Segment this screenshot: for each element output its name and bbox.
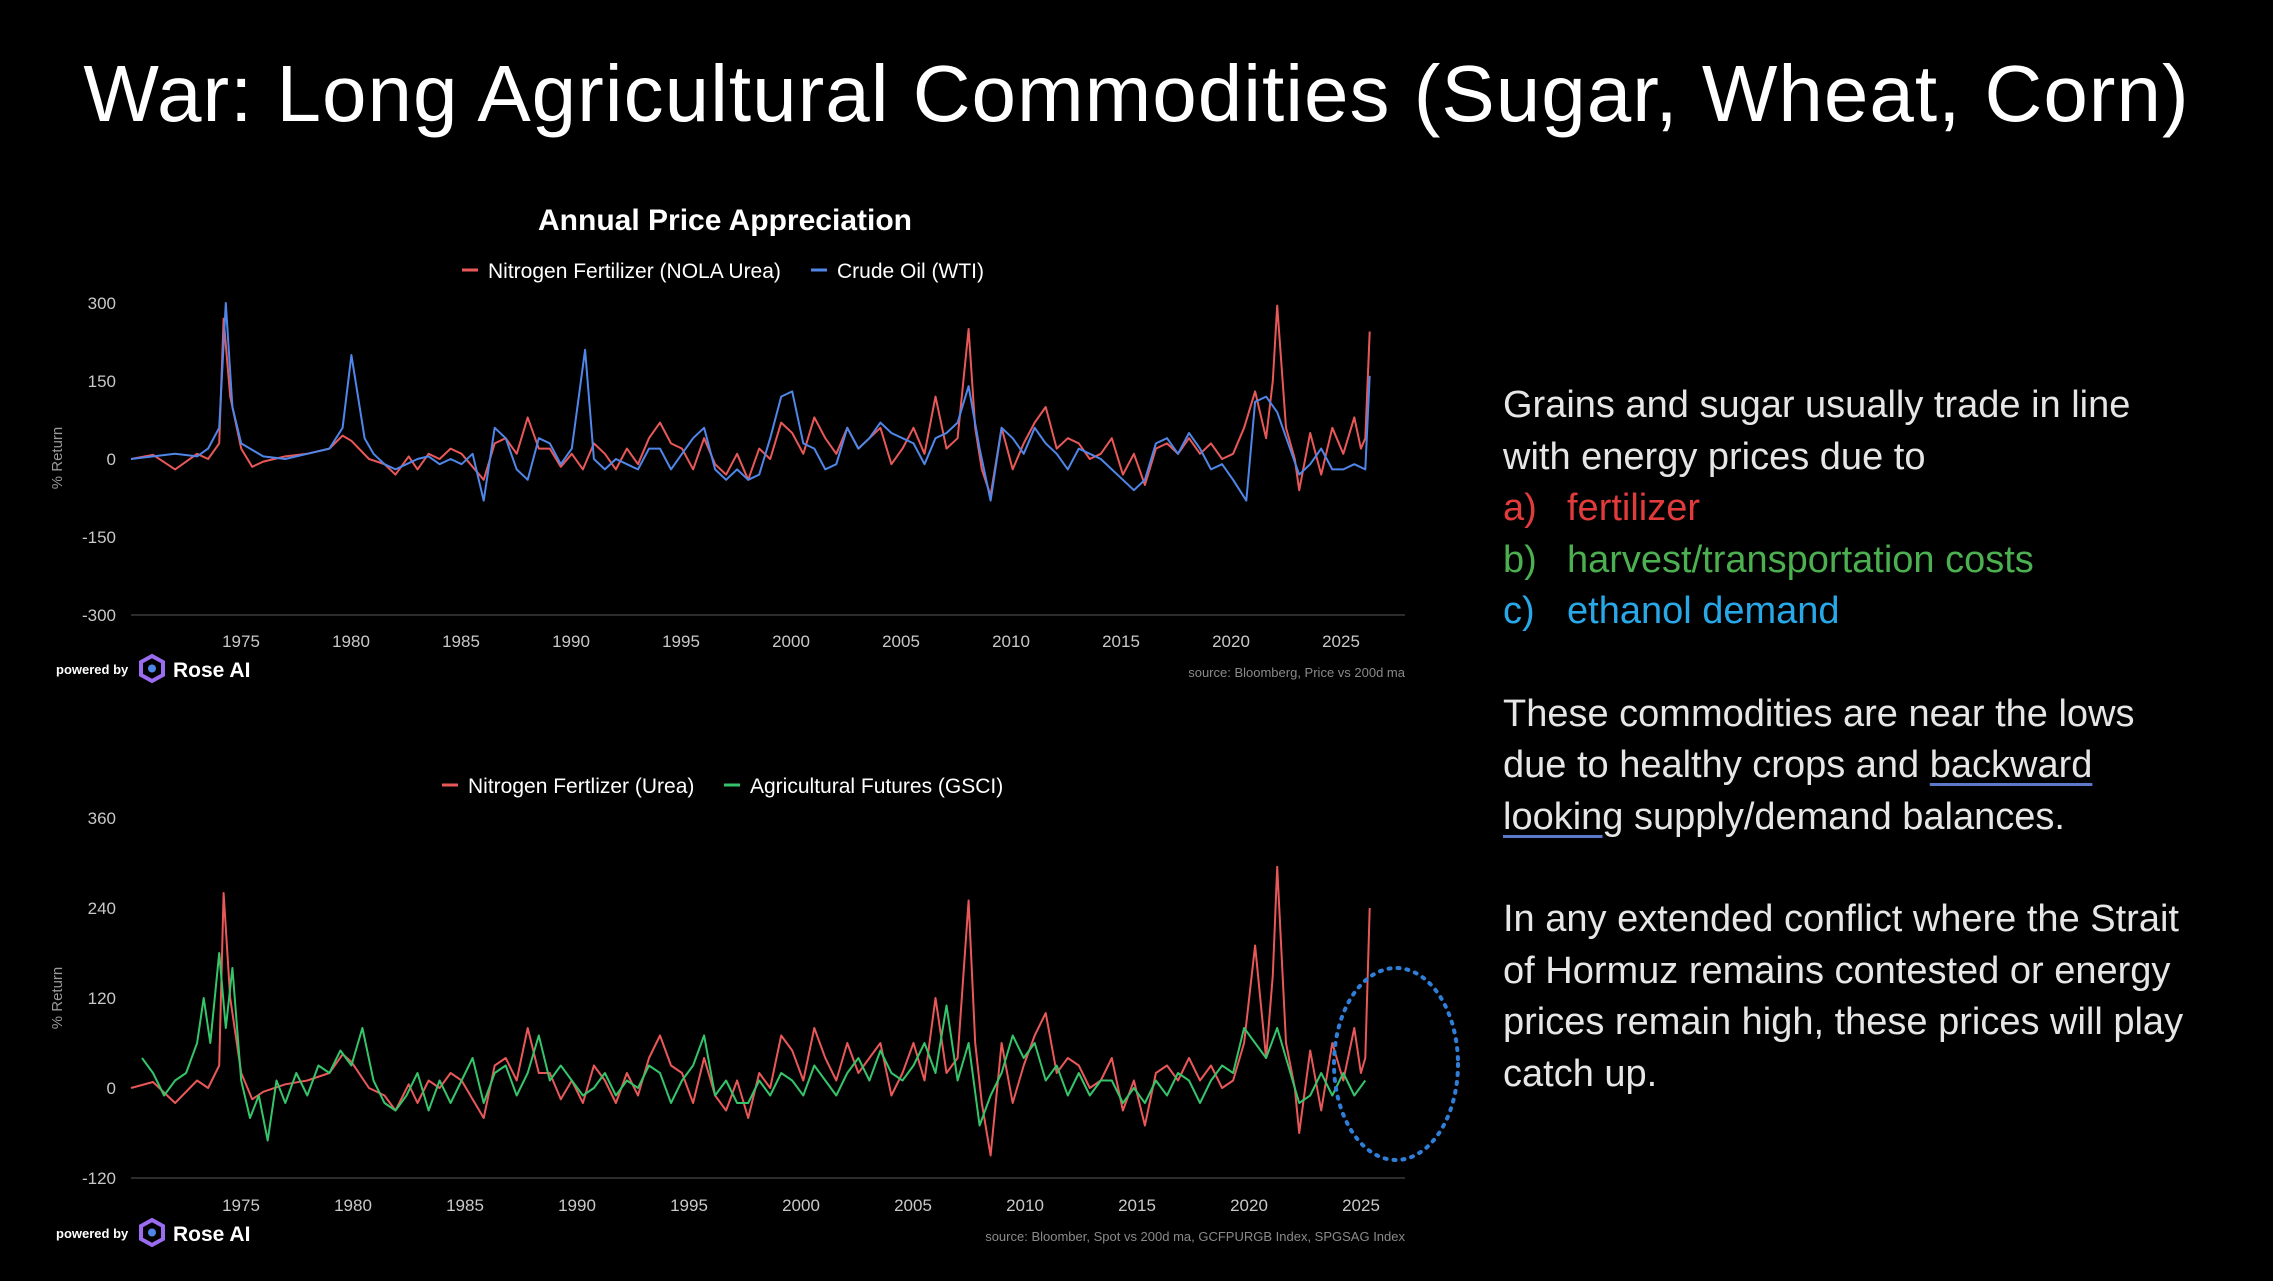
commentary-line: looking supply/demand balances. — [1503, 792, 2263, 844]
commentary-line: prices remain high, these prices will pl… — [1503, 1001, 2184, 1043]
chart-1-x-tick: 2000 — [772, 632, 810, 651]
commentary-fragment: due to healthy crops and — [1503, 744, 1930, 786]
commentary-line: In any extended conflict where the Strai… — [1503, 898, 2179, 940]
paragraph-gap — [1503, 843, 2263, 894]
chart-2-x-tick: 1985 — [446, 1196, 484, 1215]
rose-ai-hexagon-icon-core — [148, 664, 156, 673]
reason-text: fertilizer — [1567, 487, 1701, 529]
chart-1-x-tick: 2005 — [882, 632, 920, 651]
chart-1-title: Annual Price Appreciation — [538, 204, 912, 237]
chart-1-plot-area — [130, 302, 1371, 502]
charts-canvas: Annual Price Appreciation Nitrogen Ferti… — [49, 204, 1460, 1248]
chart-2-legend-label-ag: Agricultural Futures (GSCI) — [750, 775, 1003, 798]
reason-item-fertilizer: a) fertilizer — [1503, 483, 2263, 535]
chart-1-y-ticks: 300 150 0 -150 -300 — [82, 294, 116, 625]
commentary-line: Grains and sugar usually trade in line — [1503, 384, 2131, 426]
chart-2-y-ticks: 360 240 120 0 -120 — [82, 809, 116, 1188]
chart-1-legend-label-fertilizer: Nitrogen Fertilizer (NOLA Urea) — [488, 260, 781, 283]
chart-2-x-tick: 2020 — [1230, 1196, 1268, 1215]
chart-2-brand-name: Rose AI — [173, 1223, 250, 1246]
chart-2-x-tick: 1975 — [222, 1196, 260, 1215]
chart-1-x-tick: 2015 — [1102, 632, 1140, 651]
chart-2-x-tick: 1990 — [558, 1196, 596, 1215]
reason-text: harvest/transportation costs — [1567, 538, 2034, 581]
chart-2-x-tick: 2025 — [1342, 1196, 1380, 1215]
commentary-line: These commodities are near the lows — [1503, 692, 2135, 735]
chart-2-y-tick: 360 — [88, 809, 116, 828]
chart-1-branding: powered by Rose AI — [56, 653, 250, 684]
chart-2-source: source: Bloomber, Spot vs 200d ma, GCFPU… — [985, 1229, 1405, 1244]
reason-letter: c) — [1503, 590, 1535, 632]
chart-1-x-tick: 1980 — [332, 632, 370, 651]
chart-1-legend[interactable]: Nitrogen Fertilizer (NOLA Urea) Crude Oi… — [462, 260, 984, 283]
chart-2-y-tick: 0 — [107, 1079, 116, 1098]
chart-1-y-axis-label: % Return — [49, 427, 66, 490]
chart-1-series-line-fertilizer — [130, 304, 1371, 497]
chart-2-branding: powered by Rose AI — [56, 1217, 250, 1248]
chart-1-y-tick: -300 — [82, 606, 116, 625]
commentary-line: of Hormuz remains contested or energy — [1503, 949, 2171, 992]
chart-1-series-line-oil — [130, 302, 1371, 502]
chart-2-y-axis-label: % Return — [49, 967, 66, 1030]
chart-1-y-tick: 300 — [88, 294, 116, 313]
chart-1-y-tick: -150 — [82, 528, 116, 547]
chart-1-source: source: Bloomberg, Price vs 200d ma — [1188, 665, 1406, 680]
commentary-line: catch up. — [1503, 1052, 1658, 1095]
chart-1-x-tick: 1995 — [662, 632, 700, 651]
chart-2-legend[interactable]: Nitrogen Fertlizer (Urea) Agricultural F… — [442, 775, 1003, 798]
chart-1-brand-name: Rose AI — [173, 659, 250, 682]
paragraph-gap — [1503, 638, 2263, 689]
chart-2-legend-label-fertilizer: Nitrogen Fertlizer (Urea) — [468, 775, 694, 798]
chart-1-x-tick: 2010 — [992, 632, 1030, 651]
chart-2-x-tick: 2005 — [894, 1196, 932, 1215]
chart-1-y-tick: 150 — [88, 372, 116, 391]
chart-1-x-ticks: 1975 1980 1985 1990 1995 2000 2005 2010 … — [222, 632, 1360, 651]
reason-letter: b) — [1503, 538, 1537, 581]
chart-2-x-tick: 2015 — [1118, 1196, 1156, 1215]
underlined-term: backward — [1929, 744, 2093, 786]
reason-text: ethanol demand — [1567, 590, 1840, 632]
reason-item-harvest: b) harvest/transportation costs — [1503, 535, 2263, 587]
chart-2-series-line-fertilizer — [130, 865, 1371, 1157]
chart-2-plot-area — [130, 865, 1371, 1157]
chart-2-y-tick: 240 — [88, 899, 116, 918]
chart-2-powered-by: powered by — [56, 1226, 129, 1241]
commentary-fragment: supply/demand balances. — [1623, 795, 2065, 838]
chart-1-y-tick: 0 — [107, 450, 116, 469]
chart-1: Annual Price Appreciation Nitrogen Ferti… — [49, 204, 1406, 684]
chart-1-x-tick: 1990 — [552, 632, 590, 651]
commentary-panel: Grains and sugar usually trade in line w… — [1503, 380, 2263, 1100]
chart-2-y-tick: 120 — [88, 989, 116, 1008]
commentary-line: with energy prices due to — [1503, 435, 1926, 478]
chart-2-y-tick: -120 — [82, 1169, 116, 1188]
chart-1-x-tick: 2020 — [1212, 632, 1250, 651]
chart-2-x-tick: 2000 — [782, 1196, 820, 1215]
rose-ai-hexagon-icon — [139, 653, 165, 684]
chart-2-x-tick: 1995 — [670, 1196, 708, 1215]
chart-1-x-tick: 1975 — [222, 632, 260, 651]
highlight-circle — [1332, 966, 1460, 1162]
commentary-line: due to healthy crops and backward — [1503, 740, 2263, 792]
chart-1-powered-by: powered by — [56, 662, 129, 677]
rose-ai-hexagon-icon-core — [148, 1228, 156, 1237]
reason-letter: a) — [1503, 487, 1537, 529]
chart-1-x-tick: 2025 — [1322, 632, 1360, 651]
rose-ai-hexagon-icon — [139, 1217, 165, 1248]
chart-1-legend-label-oil: Crude Oil (WTI) — [837, 260, 984, 283]
reason-item-ethanol: c) ethanol demand — [1503, 586, 2263, 638]
chart-2-series-line-ag — [141, 952, 1367, 1142]
chart-2-x-tick: 2010 — [1006, 1196, 1044, 1215]
chart-2-x-tick: 1980 — [334, 1196, 372, 1215]
underlined-term: looking — [1503, 795, 1624, 838]
chart-1-x-tick: 1985 — [442, 632, 480, 651]
chart-2: Nitrogen Fertlizer (Urea) Agricultural F… — [49, 775, 1460, 1248]
slide-title: War: Long Agricultural Commodities (Suga… — [83, 49, 2190, 138]
chart-2-x-ticks: 1975 1980 1985 1990 1995 2000 2005 2010 … — [222, 1196, 1380, 1215]
